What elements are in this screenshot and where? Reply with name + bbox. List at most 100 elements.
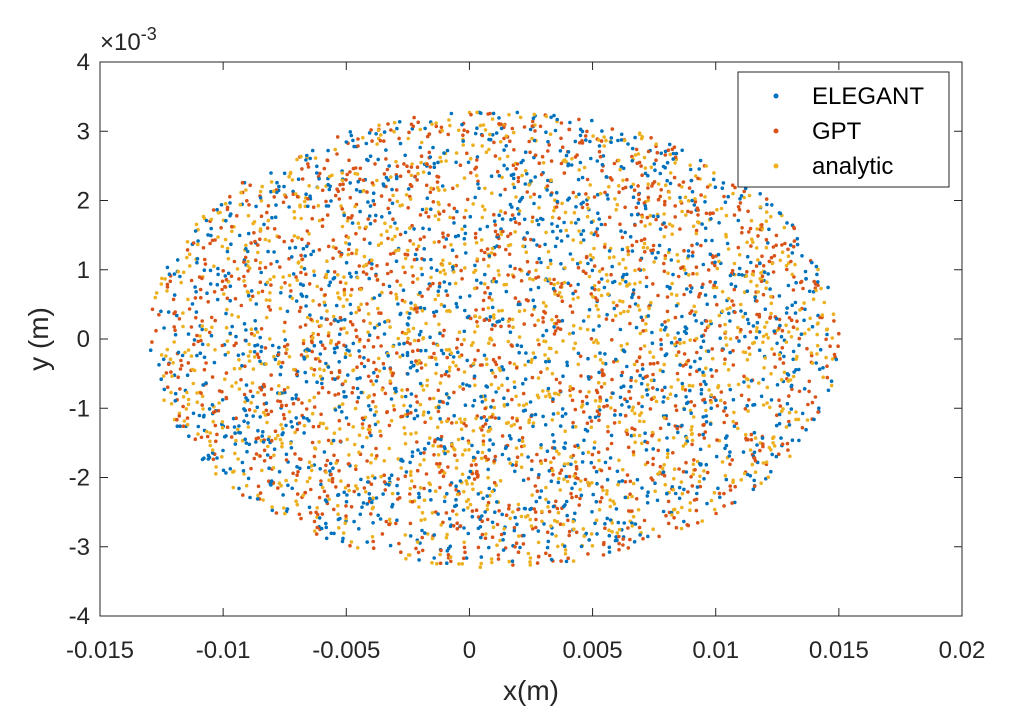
point-gpt — [621, 186, 625, 191]
point-analytic — [666, 451, 670, 456]
point-analytic — [333, 147, 338, 152]
point-elegant — [357, 492, 361, 497]
point-analytic — [765, 320, 769, 325]
point-gpt — [634, 205, 639, 210]
point-elegant — [629, 376, 634, 380]
point-gpt — [654, 158, 658, 162]
point-gpt — [408, 342, 412, 346]
point-elegant — [643, 171, 648, 176]
point-gpt — [306, 241, 311, 246]
point-analytic — [376, 243, 381, 247]
point-elegant — [472, 374, 477, 379]
point-gpt — [621, 537, 625, 541]
point-elegant — [442, 304, 447, 309]
point-gpt — [405, 387, 410, 392]
point-elegant — [803, 307, 807, 312]
point-analytic — [164, 354, 168, 358]
point-analytic — [327, 478, 331, 483]
point-elegant — [603, 460, 608, 465]
point-elegant — [697, 367, 702, 372]
point-analytic — [357, 225, 362, 230]
point-gpt — [346, 462, 351, 466]
point-analytic — [403, 533, 408, 537]
point-analytic — [168, 357, 173, 362]
point-elegant — [682, 519, 686, 524]
point-analytic — [532, 112, 537, 117]
point-analytic — [530, 493, 534, 497]
point-elegant — [491, 111, 496, 116]
point-gpt — [696, 176, 700, 181]
point-gpt — [632, 188, 637, 192]
point-analytic — [412, 338, 417, 343]
point-analytic — [499, 209, 503, 213]
point-analytic — [548, 132, 553, 136]
point-analytic — [815, 352, 819, 356]
point-elegant — [427, 171, 432, 175]
point-analytic — [679, 199, 683, 204]
point-elegant — [228, 201, 232, 205]
point-gpt — [476, 348, 480, 353]
point-gpt — [495, 233, 500, 237]
point-elegant — [701, 262, 706, 267]
point-elegant — [523, 182, 528, 186]
point-gpt — [483, 422, 488, 426]
point-analytic — [235, 427, 240, 432]
point-elegant — [590, 268, 595, 273]
point-analytic — [426, 532, 430, 536]
point-analytic — [572, 527, 576, 531]
point-elegant — [485, 224, 490, 229]
point-analytic — [762, 366, 766, 370]
point-analytic — [691, 415, 696, 419]
point-gpt — [323, 293, 327, 297]
point-analytic — [631, 452, 636, 457]
point-analytic — [670, 281, 674, 286]
point-analytic — [747, 193, 752, 198]
point-elegant — [739, 194, 744, 198]
point-gpt — [459, 342, 464, 347]
point-analytic — [419, 140, 424, 145]
point-gpt — [508, 139, 512, 143]
point-elegant — [684, 271, 688, 276]
point-elegant — [548, 258, 553, 263]
point-analytic — [181, 270, 186, 275]
point-analytic — [234, 438, 238, 443]
point-analytic — [170, 374, 174, 379]
point-elegant — [817, 367, 822, 372]
point-gpt — [686, 490, 690, 494]
y-exponent-label: ×10-3 — [100, 24, 157, 56]
point-gpt — [581, 269, 586, 274]
point-gpt — [557, 319, 562, 324]
point-analytic — [400, 203, 405, 207]
point-elegant — [337, 405, 342, 409]
point-elegant — [789, 383, 794, 388]
point-gpt — [412, 257, 417, 262]
point-elegant — [374, 496, 379, 500]
point-elegant — [529, 467, 534, 472]
point-gpt — [293, 452, 297, 456]
point-analytic — [234, 380, 238, 385]
point-analytic — [284, 478, 288, 483]
point-elegant — [194, 310, 199, 314]
point-analytic — [527, 418, 531, 422]
point-analytic — [680, 491, 685, 496]
point-elegant — [755, 443, 759, 447]
point-elegant — [656, 250, 660, 255]
point-gpt — [437, 212, 442, 216]
point-gpt — [344, 514, 348, 518]
point-gpt — [598, 395, 602, 400]
point-analytic — [256, 390, 260, 395]
point-gpt — [500, 434, 505, 438]
point-analytic — [324, 272, 329, 277]
data-points — [148, 110, 841, 569]
point-elegant — [595, 227, 600, 231]
point-gpt — [599, 139, 604, 143]
point-analytic — [644, 322, 648, 326]
point-gpt — [537, 161, 542, 165]
point-analytic — [631, 481, 636, 486]
point-elegant — [236, 353, 241, 358]
point-elegant — [326, 269, 330, 274]
point-elegant — [293, 245, 298, 250]
point-elegant — [546, 386, 551, 391]
point-elegant — [653, 168, 657, 172]
point-analytic — [347, 488, 351, 493]
